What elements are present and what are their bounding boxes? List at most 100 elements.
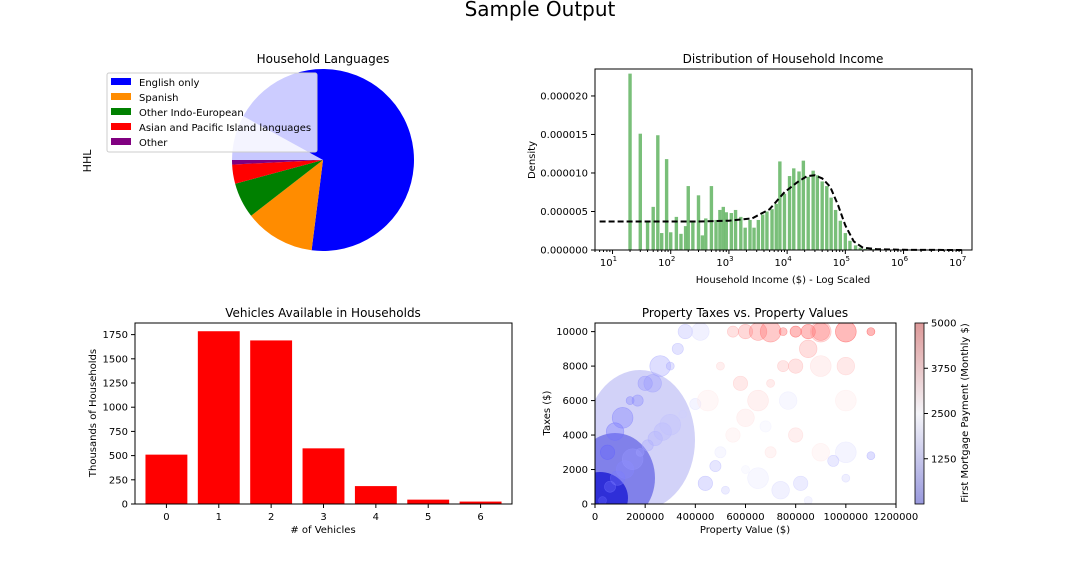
legend-swatch-english: [111, 78, 131, 85]
scatter-point: [598, 496, 607, 504]
histogram-bar: [638, 133, 642, 250]
scatter-point: [643, 374, 662, 393]
vehicles-xtick-label: 2: [268, 512, 274, 523]
property-ytick-label: 10000: [556, 327, 588, 338]
legend-label-spanish: Spanish: [139, 93, 179, 104]
vehicles-axes: 0 1 2 3 4 5 6 0 250 500 750 1000 1250 1500 1750: [103, 330, 484, 523]
scatter-point: [709, 460, 722, 472]
scatter-point: [697, 475, 713, 491]
scatter-point: [691, 323, 710, 341]
histogram-bar: [739, 216, 743, 250]
scatter-point: [725, 427, 741, 443]
income-xtick-label: 102: [658, 255, 675, 269]
income-xtick-label: 104: [775, 255, 793, 269]
histogram-bar: [815, 175, 820, 250]
vehicles-xtick-label: 0: [163, 512, 169, 523]
vehicles-xtick-label: 4: [373, 512, 379, 523]
pie-slice-indo-european: [235, 160, 323, 216]
histogram-bar: [721, 206, 725, 250]
pie-ylabel: HHL: [81, 149, 94, 173]
property-xtick-label: 1000000: [824, 512, 869, 523]
histogram-bar: [825, 186, 829, 250]
property-axes: 0 200000 400000 600000 800000 1000000 1200000 0…: [556, 327, 918, 523]
vehicle-bars: [145, 331, 502, 504]
scatter-point: [811, 443, 830, 462]
scatter-point: [799, 339, 818, 358]
income-xtick-label: 106: [891, 255, 909, 269]
legend-entry: Other Indo-European: [111, 108, 244, 119]
scatter-point: [811, 323, 830, 341]
histogram-bar: [760, 214, 765, 250]
scatter-point: [764, 446, 777, 459]
histogram-bar: [801, 160, 806, 250]
histogram-bar: [748, 219, 752, 250]
scatter-density-blob: [595, 370, 695, 504]
legend-label-asian-pacific: Asian and Pacific Island languages: [139, 123, 311, 134]
legend-swatch-spanish: [111, 93, 131, 100]
histogram-bar: [756, 219, 761, 250]
scatter-point: [647, 430, 663, 446]
vehicles-ytick-label: 750: [109, 427, 128, 438]
scatter-point: [789, 325, 802, 338]
vehicle-bar: [145, 454, 188, 504]
vehicles-xlabel: # of Vehicles: [290, 525, 355, 536]
histogram-bar: [853, 245, 858, 250]
scatter-point: [665, 361, 675, 371]
scatter-point: [835, 323, 857, 343]
histogram-bar: [645, 222, 650, 250]
histogram-bar: [765, 211, 769, 250]
colorbar-axes: 1250 2500 3750 5000: [924, 319, 956, 465]
vehicles-ytick-label: 1500: [103, 354, 128, 365]
legend-frame: [106, 72, 318, 153]
histogram-bar: [848, 240, 852, 250]
scatter-point: [771, 481, 790, 500]
scatter-point: [631, 394, 644, 407]
scatter-point: [714, 446, 727, 459]
scatter-points: [598, 323, 876, 504]
colorbar-tick-label: 1250: [931, 454, 956, 465]
histogram-bar: [778, 161, 782, 250]
income-axes: 101 102 103 104 105 106 107 0.000000 0.000005 0.0…: [540, 91, 966, 269]
vehicles-ytick-label: 1250: [103, 379, 128, 390]
property-ytick-label: 8000: [563, 362, 588, 373]
scatter-point: [788, 358, 804, 374]
legend-label-indo-european: Other Indo-European: [139, 108, 244, 119]
legend-swatch-asian-pacific: [111, 123, 131, 130]
scatter-point: [866, 327, 876, 336]
colorbar-tick-label: 3750: [931, 364, 956, 375]
figure-title: Sample Output: [465, 0, 616, 21]
histogram-bar: [743, 227, 747, 250]
property-ytick-label: 0: [582, 500, 588, 511]
histogram-bar: [686, 186, 690, 250]
property-xtick-label: 600000: [726, 512, 764, 523]
histogram-bar: [696, 195, 701, 250]
histogram-bar: [733, 209, 738, 250]
histogram-bar: [651, 206, 655, 250]
scatter-point: [759, 323, 782, 343]
histogram-bar: [674, 216, 679, 250]
scatter-point: [747, 467, 769, 489]
scatter-point: [779, 391, 798, 410]
histogram-bar: [683, 226, 688, 250]
property-chart-panel: Property Taxes vs. Property Values Prope…: [542, 306, 971, 536]
property-xtick-label: 0: [592, 512, 598, 523]
scatter-point: [835, 389, 857, 412]
income-ytick-label: 0.000010: [540, 168, 588, 179]
vehicles-ylabel: Thousands of Households: [88, 349, 99, 478]
vehicles-xtick-label: 6: [477, 512, 483, 523]
income-ytick-label: 0.000005: [540, 207, 588, 218]
histogram-bar: [729, 213, 734, 250]
income-xtick-label: 101: [600, 255, 617, 269]
scatter-point: [721, 485, 730, 495]
histogram-bar: [811, 170, 815, 250]
scatter-point: [800, 324, 816, 340]
vehicles-xtick-label: 5: [425, 512, 431, 523]
scatter-point: [689, 398, 702, 410]
histogram-bar: [664, 159, 669, 250]
property-xtick-label: 400000: [676, 512, 714, 523]
scatter-point: [759, 420, 772, 433]
scatter-point: [866, 451, 876, 461]
income-xtick-label: 103: [716, 255, 733, 269]
scatter-point: [649, 355, 671, 377]
